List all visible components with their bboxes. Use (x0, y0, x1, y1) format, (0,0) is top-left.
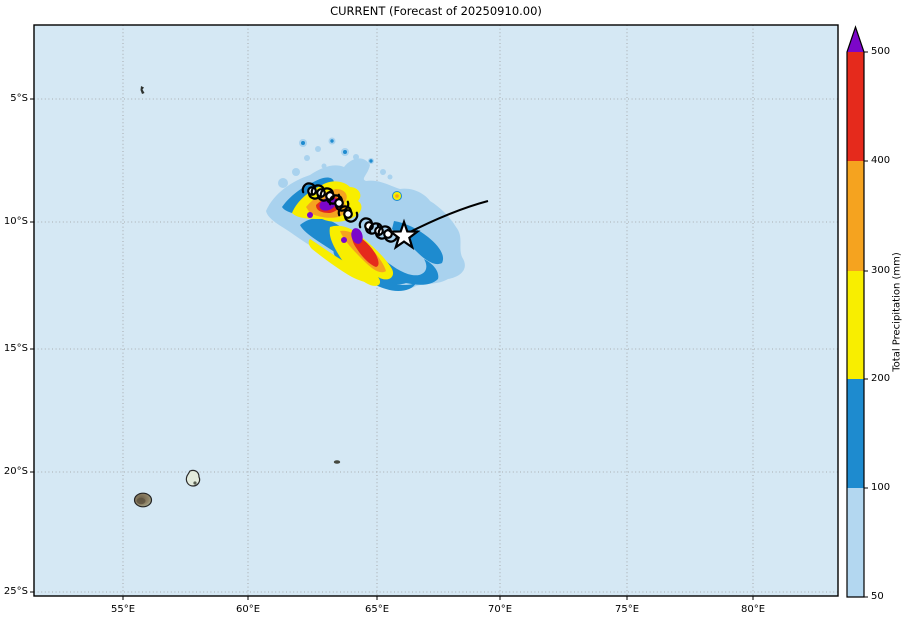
island-reunion (133, 492, 153, 508)
x-tick-label: 60°E (235, 604, 261, 615)
map-canvas (33, 24, 839, 597)
colorbar-segment (847, 161, 864, 271)
y-tick-label: 20°S (3, 466, 28, 477)
chart-title: CURRENT (Forecast of 20250910.00) (330, 4, 542, 18)
colorbar-axis-label: Total Precipitation (mm) (891, 252, 903, 372)
forecast-track-line (405, 200, 489, 235)
y-tick-label: 25°S (3, 586, 28, 597)
islands (133, 86, 341, 508)
colorbar (846, 25, 868, 598)
island-mahe-seychelles (140, 86, 145, 94)
colorbar-segment (847, 52, 864, 161)
y-tick-label: 15°S (3, 343, 28, 354)
colorbar-over-arrow (847, 27, 864, 52)
colorbar-tick-label: 500 (871, 46, 891, 57)
colorbar-tick-label: 200 (871, 373, 891, 384)
cyclone-track (301, 182, 489, 251)
colorbar-tick-label: 400 (871, 155, 891, 166)
y-tick-label: 10°S (3, 216, 28, 227)
cyclone-symbol (377, 225, 399, 243)
colorbar-outline (846, 25, 865, 598)
x-tick-label: 65°E (364, 604, 390, 615)
colorbar-tick-label: 50 (871, 591, 884, 602)
island-rodrigues (333, 460, 341, 464)
cyclone-symbol (337, 205, 359, 223)
island-mauritius (185, 469, 201, 487)
ocean-background (34, 25, 838, 596)
star-marker (387, 218, 421, 251)
x-tick-label: 70°E (487, 604, 513, 615)
colorbar-segment (847, 488, 864, 597)
x-tick-label: 80°E (740, 604, 766, 615)
colorbar-tick-label: 100 (871, 482, 891, 493)
x-tick-label: 75°E (614, 604, 640, 615)
y-tick-label: 5°S (10, 93, 28, 104)
colorbar-tick-label: 300 (871, 265, 891, 276)
colorbar-segment (847, 271, 864, 379)
x-tick-label: 55°E (110, 604, 136, 615)
axis-ticks (30, 98, 754, 600)
map-frame (33, 24, 839, 597)
cyclone-symbol (328, 194, 350, 212)
gridlines (34, 25, 838, 596)
colorbar-segment (847, 379, 864, 488)
